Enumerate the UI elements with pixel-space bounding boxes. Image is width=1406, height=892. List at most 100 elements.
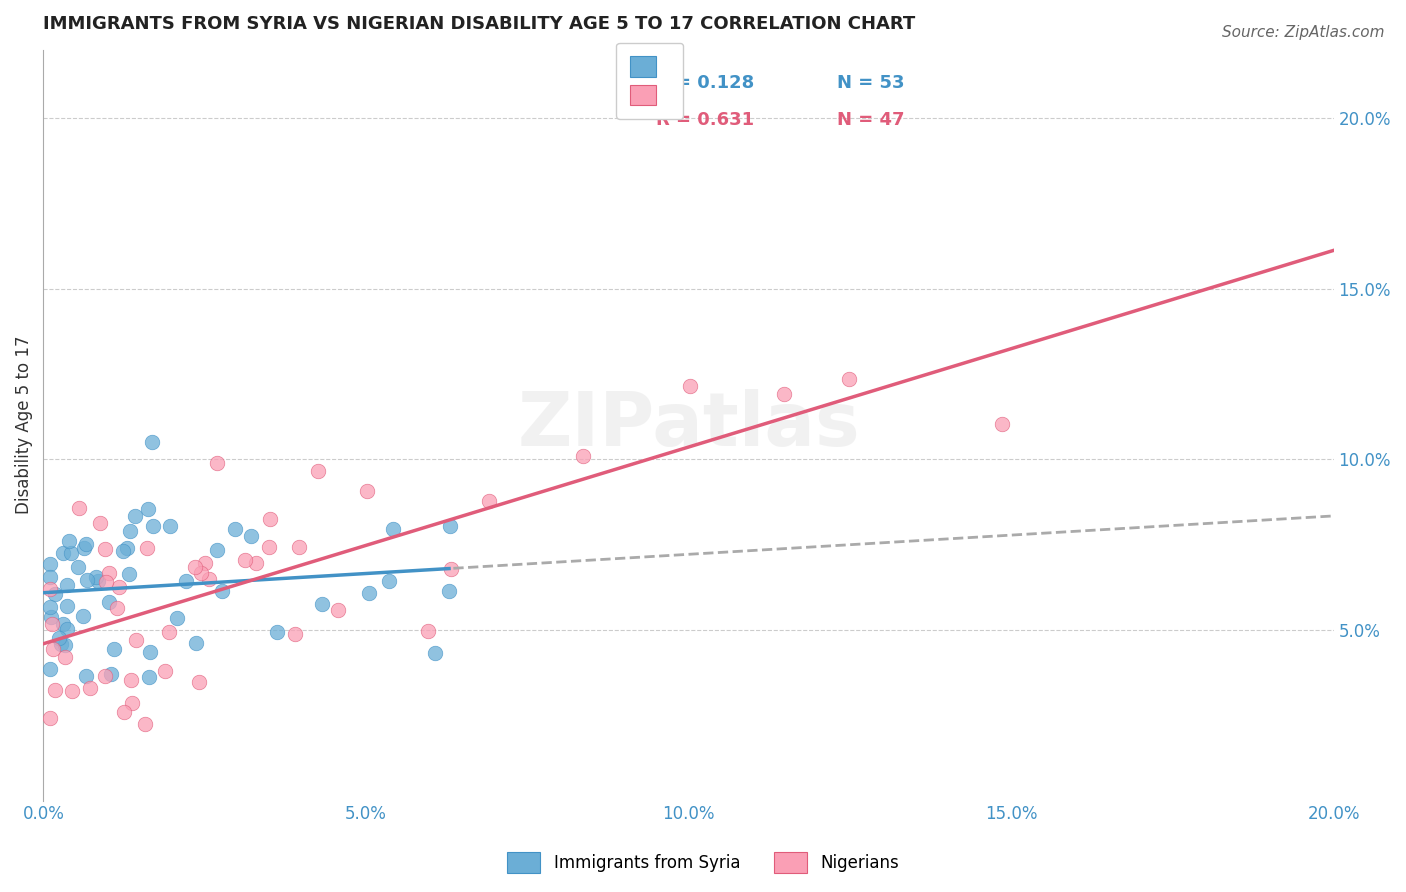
Point	[118, 567, 141, 582]
Point	[111, 544, 134, 558]
Point	[49, 637, 72, 651]
Point	[39, 610, 62, 624]
Point	[176, 574, 198, 588]
Point	[72, 609, 94, 624]
Point	[100, 667, 122, 681]
Point	[97, 566, 120, 580]
Point	[259, 540, 281, 554]
Y-axis label: Disability Age 5 to 17: Disability Age 5 to 17	[15, 336, 32, 515]
Point	[67, 559, 90, 574]
Point	[98, 595, 121, 609]
Point	[93, 541, 115, 556]
Point	[284, 626, 307, 640]
Point	[572, 449, 595, 463]
Point	[53, 638, 76, 652]
Point	[118, 524, 141, 539]
Point	[211, 583, 233, 598]
Point	[159, 519, 181, 533]
Point	[120, 673, 142, 687]
Point	[136, 541, 159, 556]
Point	[326, 603, 349, 617]
Point	[56, 578, 79, 592]
Legend:  ,  : ,	[616, 43, 683, 119]
Point	[52, 545, 75, 559]
Point	[838, 372, 860, 386]
Point	[44, 682, 66, 697]
Point	[205, 456, 228, 470]
Point	[39, 662, 62, 676]
Text: IMMIGRANTS FROM SYRIA VS NIGERIAN DISABILITY AGE 5 TO 17 CORRELATION CHART: IMMIGRANTS FROM SYRIA VS NIGERIAN DISABI…	[44, 15, 915, 33]
Point	[38, 570, 60, 584]
Point	[139, 645, 162, 659]
Point	[55, 599, 77, 613]
Point	[773, 387, 796, 401]
Point	[239, 529, 262, 543]
Text: R = 0.631: R = 0.631	[657, 112, 755, 129]
Point	[187, 675, 209, 690]
Point	[311, 598, 333, 612]
Point	[76, 573, 98, 587]
Point	[166, 611, 188, 625]
Point	[437, 584, 460, 599]
Point	[117, 541, 139, 555]
Point	[105, 600, 128, 615]
Point	[52, 617, 75, 632]
Point	[245, 556, 267, 570]
Point	[138, 670, 160, 684]
Text: Source: ZipAtlas.com: Source: ZipAtlas.com	[1222, 25, 1385, 40]
Point	[60, 546, 83, 560]
Point	[157, 625, 180, 640]
Point	[307, 464, 329, 478]
Point	[190, 566, 212, 581]
Point	[121, 696, 143, 710]
Point	[56, 622, 79, 636]
Point	[477, 494, 499, 508]
Point	[75, 537, 97, 551]
Text: N = 53: N = 53	[837, 74, 904, 92]
Point	[75, 669, 97, 683]
Text: ZIPatlas: ZIPatlas	[517, 389, 860, 462]
Point	[60, 684, 83, 698]
Point	[79, 681, 101, 695]
Text: N = 47: N = 47	[837, 112, 904, 129]
Point	[205, 543, 228, 558]
Point	[38, 710, 60, 724]
Point	[58, 534, 80, 549]
Point	[155, 664, 177, 678]
Point	[41, 617, 63, 632]
Point	[67, 501, 90, 516]
Point	[184, 559, 207, 574]
Point	[423, 646, 446, 660]
Point	[266, 624, 288, 639]
Point	[197, 572, 219, 586]
Point	[141, 435, 163, 450]
Point	[134, 717, 156, 731]
Point	[356, 483, 378, 498]
Point	[48, 631, 70, 645]
Point	[990, 417, 1012, 432]
Point	[359, 585, 381, 599]
Point	[103, 641, 125, 656]
Point	[44, 587, 66, 601]
Point	[86, 570, 108, 584]
Point	[679, 379, 702, 393]
Point	[38, 582, 60, 596]
Point	[94, 575, 117, 590]
Point	[142, 518, 165, 533]
Point	[440, 562, 463, 576]
Point	[233, 552, 256, 566]
Point	[224, 522, 246, 536]
Legend: Immigrants from Syria, Nigerians: Immigrants from Syria, Nigerians	[501, 846, 905, 880]
Point	[186, 636, 208, 650]
Point	[259, 512, 281, 526]
Text: R = 0.128: R = 0.128	[657, 74, 755, 92]
Point	[94, 669, 117, 683]
Point	[124, 509, 146, 524]
Point	[89, 516, 111, 531]
Point	[53, 650, 76, 665]
Point	[108, 581, 131, 595]
Point	[381, 522, 404, 536]
Point	[194, 557, 217, 571]
Point	[439, 519, 461, 533]
Point	[42, 642, 65, 657]
